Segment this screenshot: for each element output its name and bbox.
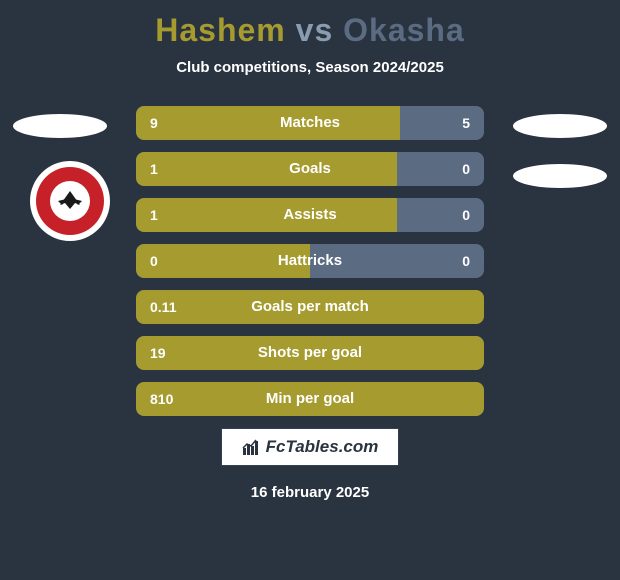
stat-label: Shots per goal <box>258 344 362 361</box>
eagle-icon <box>56 187 84 215</box>
stat-bar: 19 Shots per goal <box>136 336 484 370</box>
bars-icon <box>242 438 260 456</box>
stat-left-value: 0 <box>150 244 158 278</box>
stat-label: Hattricks <box>278 252 342 269</box>
right-placeholder-ellipse-2 <box>513 164 607 188</box>
stat-bar-fill <box>136 106 400 140</box>
stat-bar: 9 Matches 5 <box>136 106 484 140</box>
title-player1: Hashem <box>155 12 286 48</box>
stat-left-value: 19 <box>150 336 166 370</box>
left-placeholder-ellipse <box>13 114 107 138</box>
club-badge-circle <box>50 181 90 221</box>
stat-bar: 1 Assists 0 <box>136 198 484 232</box>
stat-bar-fill <box>136 152 397 186</box>
date-text: 16 february 2025 <box>0 484 620 501</box>
title-vs: vs <box>296 12 334 48</box>
stat-right-value: 0 <box>462 152 470 186</box>
stat-right-value: 0 <box>462 244 470 278</box>
stat-bar-fill <box>136 198 397 232</box>
stat-bar: 1 Goals 0 <box>136 152 484 186</box>
page-title: Hashem vs Okasha <box>0 0 620 49</box>
content-area: 9 Matches 5 1 Goals 0 1 Assists 0 0 Hattricks 0 0.11… <box>0 106 620 416</box>
subtitle: Club competitions, Season 2024/2025 <box>0 59 620 76</box>
stat-bar: 0.11 Goals per match <box>136 290 484 324</box>
stat-label: Goals per match <box>251 298 369 315</box>
stat-label: Goals <box>289 160 331 177</box>
stat-bar: 810 Min per goal <box>136 382 484 416</box>
club-badge <box>30 161 110 241</box>
stat-label: Min per goal <box>266 390 354 407</box>
branding-box: FcTables.com <box>221 428 400 466</box>
branding-text: FcTables.com <box>266 437 379 457</box>
stat-left-value: 1 <box>150 198 158 232</box>
club-badge-inner <box>36 167 104 235</box>
right-placeholder-ellipse <box>513 114 607 138</box>
infographic-container: Hashem vs Okasha Club competitions, Seas… <box>0 0 620 580</box>
stat-bar: 0 Hattricks 0 <box>136 244 484 278</box>
stat-left-value: 1 <box>150 152 158 186</box>
stat-label: Assists <box>283 206 336 223</box>
stat-left-value: 810 <box>150 382 173 416</box>
stat-right-value: 0 <box>462 198 470 232</box>
title-player2: Okasha <box>343 12 465 48</box>
stat-right-value: 5 <box>462 106 470 140</box>
stat-left-value: 0.11 <box>150 290 176 324</box>
stats-bars: 9 Matches 5 1 Goals 0 1 Assists 0 0 Hattricks 0 0.11… <box>136 106 484 416</box>
stat-label: Matches <box>280 114 340 131</box>
stat-left-value: 9 <box>150 106 158 140</box>
branding-row: FcTables.com <box>0 428 620 466</box>
